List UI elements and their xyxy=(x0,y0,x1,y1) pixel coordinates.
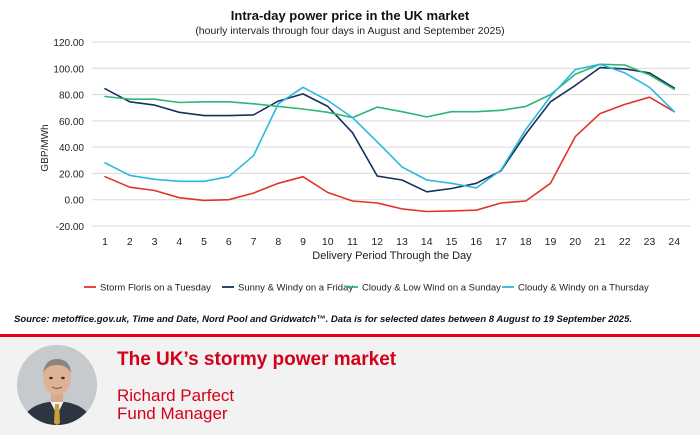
y-axis-ticks: 120.00 100.00 80.00 60.00 40.00 20.00 0.00 -20.… xyxy=(53,38,84,233)
x-tick-label: 8 xyxy=(275,236,281,248)
x-tick-label: 2 xyxy=(127,236,133,248)
x-tick-label: 22 xyxy=(619,236,631,248)
avatar xyxy=(17,345,97,425)
y-tick-label: 120.00 xyxy=(53,38,84,49)
series-lines xyxy=(104,63,676,213)
x-tick-label: 15 xyxy=(446,236,458,248)
x-tick-label: 21 xyxy=(594,236,606,248)
y-axis-label: GBP/MWh xyxy=(40,124,51,171)
y-tick-label: -20.00 xyxy=(56,222,85,233)
x-tick-label: 19 xyxy=(545,236,557,248)
x-tick-label: 14 xyxy=(421,236,433,248)
author-role: Fund Manager xyxy=(117,404,228,423)
x-tick-label: 9 xyxy=(300,236,306,248)
x-tick-label: 12 xyxy=(371,236,383,248)
legend-label: Storm Floris on a Tuesday xyxy=(100,283,211,294)
legend-label: Sunny & Windy on a Friday xyxy=(238,283,353,294)
series-line-2 xyxy=(104,66,676,193)
series-line-3 xyxy=(104,63,676,119)
x-tick-label: 3 xyxy=(152,236,158,248)
chart-title: Intra-day power price in the UK market xyxy=(231,8,470,23)
y-tick-label: 100.00 xyxy=(53,64,84,75)
series-line-1 xyxy=(104,96,676,213)
x-tick-label: 5 xyxy=(201,236,207,248)
banner-divider xyxy=(0,334,700,337)
x-axis-label: Delivery Period Through the Day xyxy=(312,250,472,262)
x-tick-label: 6 xyxy=(226,236,232,248)
person-portrait-icon xyxy=(17,345,97,425)
x-tick-label: 24 xyxy=(668,236,680,248)
x-tick-label: 23 xyxy=(644,236,656,248)
line-chart: Intra-day power price in the UK market (… xyxy=(40,8,690,294)
banner-title: The UK’s stormy power market xyxy=(117,349,397,370)
x-tick-label: 1 xyxy=(102,236,108,248)
author-banner: The UK’s stormy power market Richard Par… xyxy=(0,337,700,435)
series-line-4 xyxy=(104,63,676,189)
x-tick-label: 13 xyxy=(396,236,408,248)
x-tick-label: 10 xyxy=(322,236,334,248)
legend: Storm Floris on a Tuesday Sunny & Windy o… xyxy=(84,283,649,294)
x-tick-label: 16 xyxy=(470,236,482,248)
y-tick-label: 80.00 xyxy=(59,91,84,102)
x-axis-ticks: 1 2 3 4 5 6 7 8 9 10 11 12 13 14 15 16 17 18 19 20 21 22 23 24 xyxy=(102,236,680,248)
author-name: Richard Parfect xyxy=(117,386,235,405)
y-tick-label: 0.00 xyxy=(65,196,85,207)
x-tick-label: 7 xyxy=(251,236,257,248)
x-tick-label: 20 xyxy=(569,236,581,248)
legend-label: Cloudy & Low Wind on a Sunday xyxy=(362,283,501,294)
y-tick-label: 60.00 xyxy=(59,117,84,128)
source-note: Source: metoffice.gov.uk, Time and Date,… xyxy=(14,314,633,325)
x-tick-label: 18 xyxy=(520,236,532,248)
y-tick-label: 40.00 xyxy=(59,143,84,154)
x-tick-label: 4 xyxy=(176,236,182,248)
y-tick-label: 20.00 xyxy=(59,169,84,180)
x-tick-label: 17 xyxy=(495,236,507,248)
x-tick-label: 11 xyxy=(347,236,358,248)
legend-label: Cloudy & Windy on a Thursday xyxy=(518,283,649,294)
chart-subtitle: (hourly intervals through four days in A… xyxy=(195,25,504,37)
